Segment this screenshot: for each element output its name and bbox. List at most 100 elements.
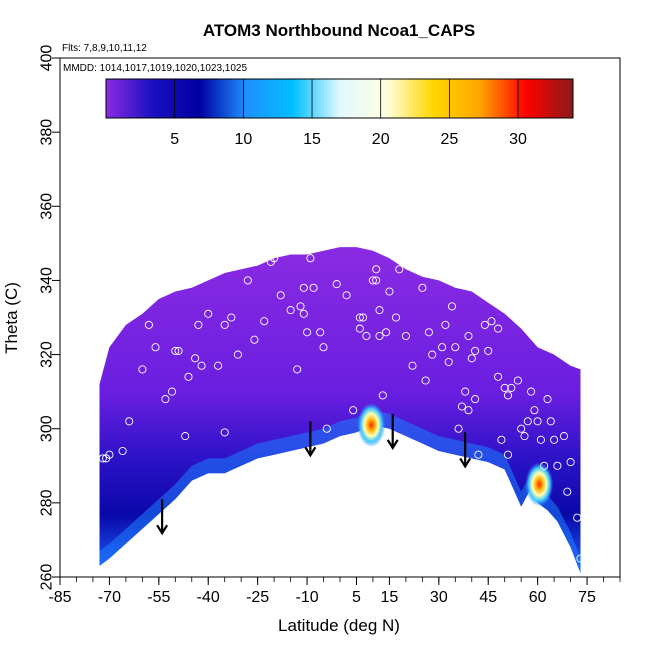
observation-point [517,424,526,433]
observation-point [270,254,279,263]
observation-point [299,283,308,292]
arrow-mark [459,432,472,469]
observation-point [559,432,569,441]
observation-point [161,395,170,404]
observation-point [474,450,483,459]
observation-point [322,424,331,433]
observation-point [484,346,493,355]
observation-point [105,450,114,459]
observation-points [82,254,605,570]
observation-point [375,306,384,315]
heatmap-hotspot [525,462,554,507]
observation-point [563,487,572,496]
observation-point [520,432,529,441]
observation-point [503,391,513,400]
observation-point [447,302,457,311]
observation-point [589,417,598,426]
observation-point [191,354,200,363]
observation-point [233,350,242,359]
observation-point [471,395,480,404]
observation-point [576,554,585,563]
arrow-mark [304,421,317,458]
observation-point [573,513,582,522]
heatmap-hotspot [357,403,386,448]
observation-point [451,343,460,352]
x-tick-label: -25 [246,589,269,606]
observation-point [306,254,315,263]
colorbar-tick-label: 10 [234,131,252,148]
observation-point [359,313,368,322]
observation-point [497,435,506,444]
observation-point [375,331,384,341]
y-tick-label: 260 [39,564,56,591]
y-tick-label: 300 [39,415,56,442]
observation-point [536,435,545,444]
observation-point [227,313,236,322]
x-tick-label: -40 [197,589,220,606]
tropopause-arrows [156,413,472,536]
observation-point [424,328,433,337]
observation-point [382,328,391,337]
observation-point [464,331,473,341]
x-tick-label: -55 [147,589,170,606]
dates-label: MMDD: 1014,1017,1019,1020,1023,1025 [63,63,247,74]
heatmap-envelope [99,247,581,574]
observation-point [184,372,193,381]
observation-point [303,328,312,337]
observation-point [543,395,552,404]
observation-point [372,276,381,285]
colorbar-tick-label: 20 [372,131,390,148]
observation-point [408,361,417,370]
x-tick-label: -70 [98,589,121,606]
y-tick-label: 280 [39,489,56,516]
observation-point [220,428,229,437]
chart-title: ATOM3 Northbound Ncoa1_CAPS [203,21,475,40]
observation-point [82,383,91,392]
x-tick-label: -10 [295,589,318,606]
observation-point [174,346,183,355]
colorbar-tick-label: 25 [440,131,458,148]
observation-point [500,383,509,392]
observation-point [332,280,341,289]
observation-point [421,376,430,385]
observation-point [444,357,453,367]
x-axis-label: Latitude (deg N) [278,616,400,635]
observation-point [507,383,516,392]
arrow-mark [156,499,169,536]
observation-point [553,461,562,470]
x-tick-label: 15 [381,589,399,606]
y-tick-label: 320 [39,341,56,368]
x-tick-label: 30 [430,589,448,606]
observation-point [181,432,190,441]
observation-point [471,346,480,355]
x-tick-label: 5 [352,589,361,606]
x-tick-label: 75 [578,589,596,606]
observation-point [527,387,536,396]
observation-point [125,417,134,426]
observation-point [319,343,328,352]
observation-point [513,376,522,385]
observation-point [171,346,180,355]
observation-point [566,458,575,467]
observation-point [494,324,503,333]
x-axis: -85 -70 -55 -40 -25 -10 5 15 30 45 60 75 [48,577,621,606]
x-tick-label: 45 [479,589,497,606]
observation-point [540,461,549,470]
observation-point [220,320,229,329]
colorbar-tick-label: 30 [509,131,527,148]
observation-point [316,328,325,337]
observation-point [372,265,381,274]
observation-point [151,343,160,352]
observation-point [467,354,476,363]
colorbar: 5 10 15 20 25 30 [105,78,574,148]
observation-point [243,276,252,285]
y-tick-label: 340 [39,267,56,294]
observation-point [131,561,140,570]
observation-point [260,317,269,326]
observation-point [167,387,177,396]
y-axis-label: Theta (C) [2,282,21,354]
y-tick-label: 380 [39,119,56,146]
observation-point [546,417,555,426]
y-tick-label: 400 [39,45,56,72]
